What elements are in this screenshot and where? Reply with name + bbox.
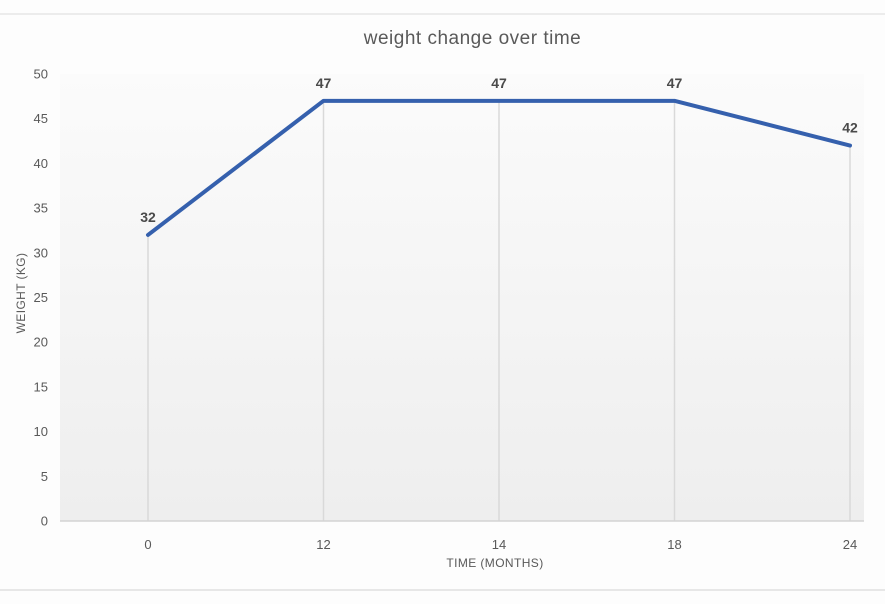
data-label: 47 bbox=[316, 75, 332, 91]
data-label: 42 bbox=[842, 120, 858, 136]
y-tick-label: 5 bbox=[41, 469, 48, 484]
x-axis-title: TIME (MONTHS) bbox=[446, 556, 544, 570]
data-label: 47 bbox=[667, 75, 683, 91]
y-tick-label: 45 bbox=[34, 111, 48, 126]
y-tick-label: 15 bbox=[34, 379, 48, 394]
y-tick-label: 50 bbox=[34, 67, 48, 82]
y-tick-label: 20 bbox=[34, 335, 48, 350]
sheet-gridline-bottom bbox=[0, 589, 885, 591]
y-tick-label: 10 bbox=[34, 424, 48, 439]
x-tick-label: 0 bbox=[144, 537, 151, 552]
y-tick-label: 40 bbox=[34, 156, 48, 171]
chart-title: weight change over time bbox=[363, 28, 582, 49]
y-axis-title: WEIGHT (KG) bbox=[14, 252, 28, 334]
y-tick-label: 35 bbox=[34, 201, 48, 216]
sheet-gridline-top bbox=[0, 13, 885, 15]
x-tick-label: 24 bbox=[843, 537, 857, 552]
y-tick-label: 30 bbox=[34, 245, 48, 260]
x-tick-label: 12 bbox=[316, 537, 330, 552]
x-tick-label: 14 bbox=[492, 537, 506, 552]
plot-area bbox=[60, 74, 864, 521]
data-label: 47 bbox=[491, 75, 507, 91]
y-tick-label: 25 bbox=[34, 290, 48, 305]
y-tick-label: 0 bbox=[41, 514, 48, 529]
data-label: 32 bbox=[140, 209, 156, 225]
x-tick-label: 18 bbox=[667, 537, 681, 552]
series-line bbox=[146, 98, 852, 237]
